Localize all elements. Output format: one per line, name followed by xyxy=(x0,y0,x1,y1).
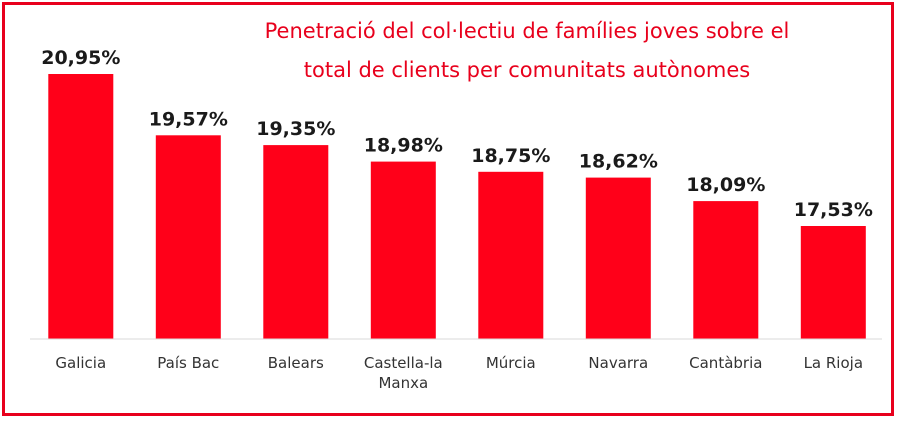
data-label: 19,57% xyxy=(149,108,228,130)
chart-title-line-2: total de clients per comunitats autònome… xyxy=(304,58,750,82)
data-label: 18,09% xyxy=(686,174,765,196)
category-label: País Bac xyxy=(157,354,219,372)
bar xyxy=(263,145,329,339)
bar xyxy=(800,226,866,339)
category-label: La Rioja xyxy=(804,354,863,372)
data-label: 17,53% xyxy=(794,199,873,221)
category-label: Cantàbria xyxy=(689,354,762,372)
category-label: Balears xyxy=(268,354,324,372)
data-label: 18,98% xyxy=(364,135,443,157)
category-label: Manxa xyxy=(378,374,428,392)
bar xyxy=(693,201,759,339)
bar xyxy=(48,74,114,339)
chart-title-line-1: Penetració del col·lectiu de famílies jo… xyxy=(265,19,790,43)
bar xyxy=(370,161,436,339)
data-label: 20,95% xyxy=(41,47,120,69)
bar xyxy=(155,135,221,339)
bar xyxy=(585,177,651,339)
data-label: 18,62% xyxy=(579,151,658,173)
category-label: Navarra xyxy=(588,354,648,372)
data-label: 18,75% xyxy=(471,145,550,167)
bar xyxy=(478,171,544,339)
data-label: 19,35% xyxy=(256,118,335,140)
category-label: Galicia xyxy=(55,354,106,372)
category-label: Castella-la xyxy=(364,354,443,372)
category-label: Múrcia xyxy=(486,354,536,372)
